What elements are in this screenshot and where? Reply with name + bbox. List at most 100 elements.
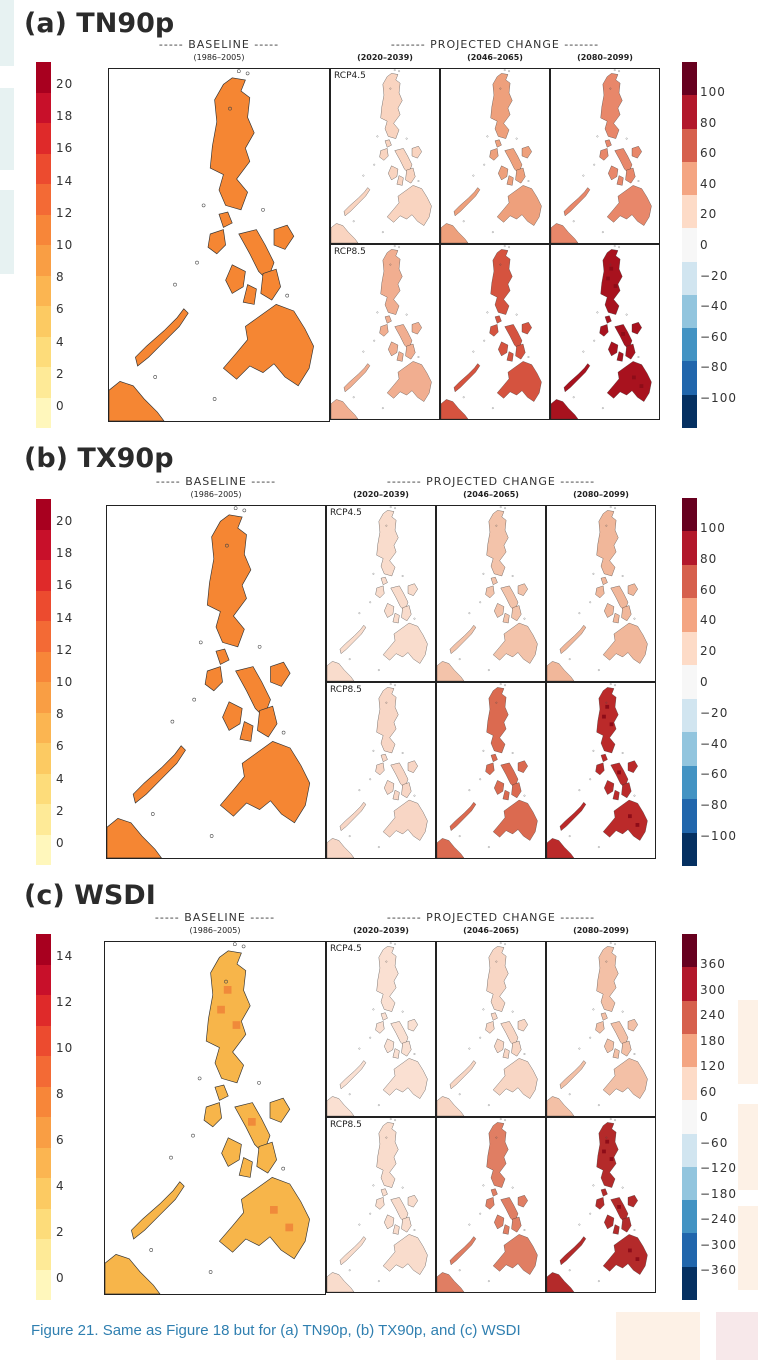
colorbar-segment xyxy=(682,498,697,532)
mindanao-shape xyxy=(602,1058,648,1099)
page-edge-fragment xyxy=(0,88,14,170)
small-island-outline xyxy=(568,1269,571,1272)
small-island-outline xyxy=(597,669,600,671)
visayas-island-shape xyxy=(517,583,528,596)
small-island-outline xyxy=(578,789,581,792)
grid-cell-highlight xyxy=(635,823,640,827)
small-island-outline xyxy=(503,245,506,247)
small-island-outline xyxy=(592,749,595,752)
small-island-outline xyxy=(589,1212,592,1215)
small-island-outline xyxy=(257,1080,261,1085)
mindanao-shape xyxy=(606,361,652,402)
small-island-outline xyxy=(479,1036,482,1039)
visayas-island-shape xyxy=(407,1019,418,1032)
grid-cell-highlight xyxy=(232,1021,241,1029)
colorbar-segment xyxy=(682,62,697,96)
palawan-shape xyxy=(449,1236,477,1266)
colorbar-tick-label: 180 xyxy=(700,1033,726,1048)
small-island-outline xyxy=(191,1133,195,1138)
visayas-island-shape xyxy=(595,762,605,776)
visayas-island-shape xyxy=(612,612,620,624)
grid-cell-highlight xyxy=(617,1205,621,1209)
colorbar-segment xyxy=(682,1000,697,1034)
visayas-island-shape xyxy=(396,351,404,362)
visayas-island-shape xyxy=(521,146,532,159)
projected-change-map: RCP8.5 xyxy=(326,682,436,859)
small-island-outline xyxy=(233,506,238,511)
small-island-outline xyxy=(499,263,502,266)
visayas-island-shape xyxy=(511,1216,522,1233)
visayas-island-shape xyxy=(515,167,526,184)
small-island-outline xyxy=(352,396,355,399)
visayas-island-shape xyxy=(218,211,233,228)
colorbar-tick-label: −80 xyxy=(700,360,729,375)
visayas-island-shape xyxy=(384,1038,395,1054)
small-island-outline xyxy=(385,1136,388,1139)
colorbar-tick-label: 240 xyxy=(700,1008,726,1022)
visayas-island-shape xyxy=(494,603,505,618)
small-island-outline xyxy=(613,69,616,71)
colorbar-tick-label: 16 xyxy=(56,578,74,593)
visayas-island-shape xyxy=(380,576,388,585)
borneo-shape xyxy=(105,1254,161,1294)
visayas-island-shape xyxy=(384,315,392,324)
small-island-outline xyxy=(224,979,228,984)
page-edge-fragment xyxy=(616,1312,700,1360)
small-island-outline xyxy=(479,601,482,604)
visayas-island-shape xyxy=(494,1214,505,1230)
baseline-map xyxy=(104,941,326,1295)
colorbar-tick-label: 8 xyxy=(56,1087,65,1101)
visayas-island-shape xyxy=(600,576,608,585)
colorbar-tick-label: 18 xyxy=(56,546,74,561)
visayas-island-shape xyxy=(269,1097,291,1123)
baseline-colorbar xyxy=(36,934,51,1300)
colorbar-tick-label: 16 xyxy=(56,141,74,156)
small-island-outline xyxy=(372,572,375,575)
colorbar-tick-label: 60 xyxy=(700,1084,718,1099)
colorbar-tick-label: 20 xyxy=(56,77,74,91)
small-island-outline xyxy=(212,397,217,401)
grid-cell-highlight xyxy=(605,704,610,709)
small-island-outline xyxy=(568,1093,571,1096)
small-island-outline xyxy=(479,1212,482,1215)
colorbar-tick-label: 80 xyxy=(700,115,718,130)
colorbar-segment xyxy=(682,531,697,565)
colorbar-segment xyxy=(36,964,51,995)
visayas-island-shape xyxy=(392,789,400,801)
visayas-island-shape xyxy=(401,605,412,622)
visayas-island-shape xyxy=(604,603,615,618)
small-island-outline xyxy=(257,644,262,649)
luzon-shape xyxy=(209,77,255,211)
colorbar-segment xyxy=(682,1067,697,1101)
small-island-outline xyxy=(578,1047,581,1050)
colorbar-tick-label: 0 xyxy=(56,836,65,850)
small-island-outline xyxy=(394,684,396,687)
luzon-shape xyxy=(486,687,509,754)
colorbar-segment xyxy=(682,934,697,968)
colorbar-tick-label: 12 xyxy=(56,995,74,1009)
grid-cell-highlight xyxy=(613,284,618,288)
small-island-outline xyxy=(592,572,595,575)
visayas-island-shape xyxy=(600,1012,608,1021)
borneo-shape xyxy=(437,1272,465,1292)
colorbar-segment xyxy=(682,1200,697,1234)
visayas-island-shape xyxy=(407,583,418,596)
small-island-outline xyxy=(372,1184,375,1187)
small-island-outline xyxy=(597,1280,600,1283)
figure-caption: Figure 21. Same as Figure 18 but for (a)… xyxy=(31,1322,521,1339)
colorbar-tick-label: −60 xyxy=(700,329,729,344)
small-island-outline xyxy=(149,1248,154,1252)
small-island-outline xyxy=(527,180,530,182)
colorbar-segment xyxy=(36,92,51,123)
small-island-outline xyxy=(609,87,612,90)
visayas-island-shape xyxy=(388,165,399,181)
mindanao-shape xyxy=(492,1234,538,1275)
page-edge-fragment xyxy=(716,1312,758,1360)
visayas-island-shape xyxy=(270,661,291,687)
small-island-outline xyxy=(523,794,526,797)
luzon-shape xyxy=(600,73,623,139)
colorbar-segment xyxy=(36,560,51,591)
small-island-outline xyxy=(486,135,489,138)
small-island-outline xyxy=(197,1076,202,1081)
small-island-outline xyxy=(468,789,471,792)
